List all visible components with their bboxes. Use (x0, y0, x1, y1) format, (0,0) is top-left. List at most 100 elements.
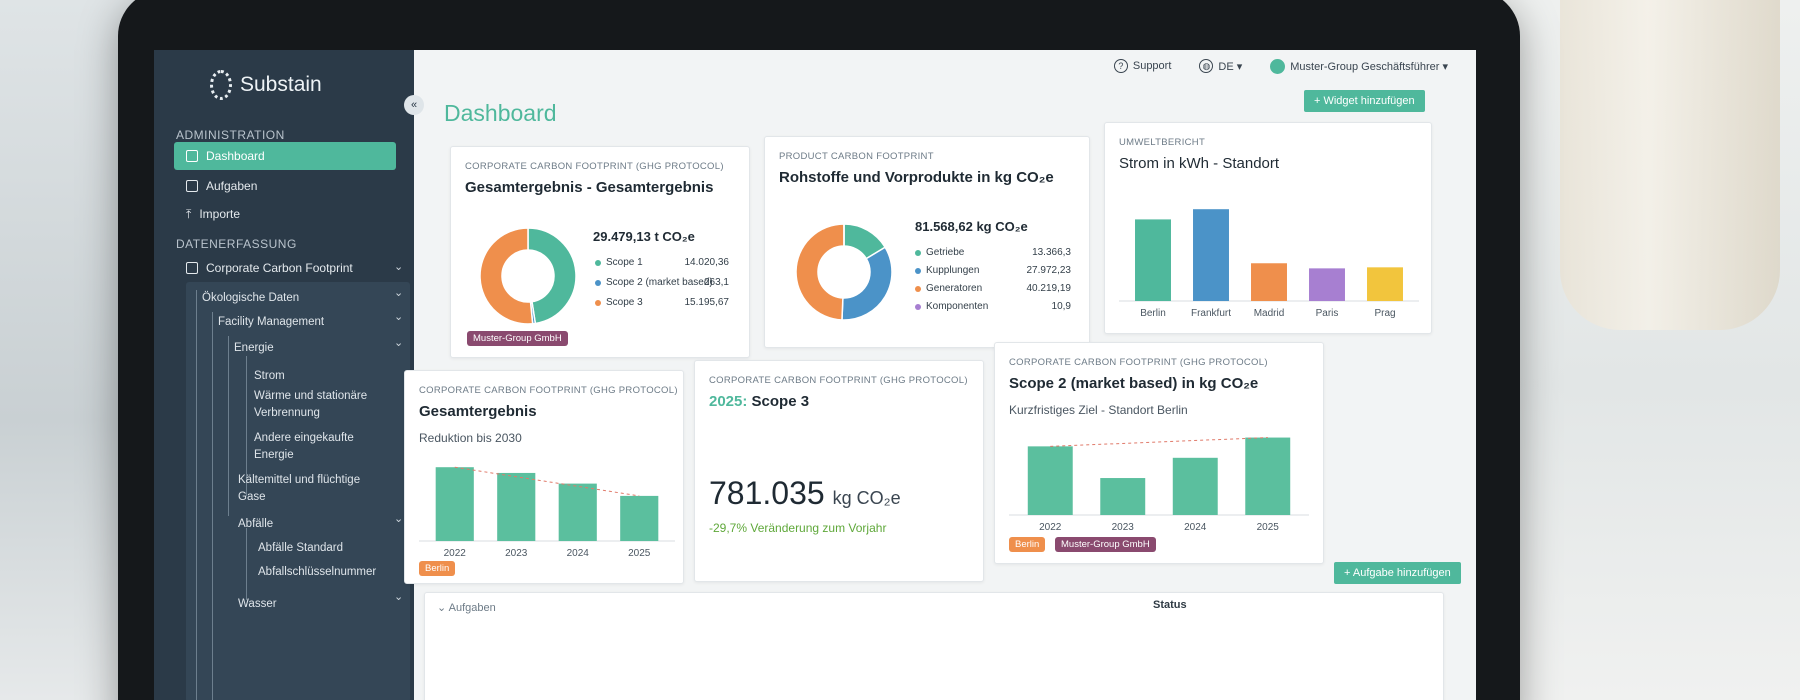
tree-item-energie[interactable]: Energie (234, 342, 274, 354)
bar-2024[interactable] (1172, 457, 1218, 515)
kpi-change: -29,7% Veränderung zum Vorjahr (709, 521, 887, 535)
bar-2024[interactable] (558, 483, 597, 541)
logo[interactable]: Substain (210, 70, 322, 100)
x-tick-label: Paris (1316, 308, 1339, 319)
legend-item: Getriebe (915, 247, 964, 258)
tree-item-abfaelle-standard[interactable]: Abfälle Standard (258, 542, 344, 554)
bar-madrid[interactable] (1251, 263, 1287, 301)
legend-dot (595, 279, 601, 286)
sidebar-item-label: Importe (199, 207, 240, 221)
tree-item-strom[interactable]: Strom (254, 370, 285, 382)
tree-item-abfallschluesselnummer[interactable]: Abfallschlüsselnummer (258, 566, 377, 578)
support-link[interactable]: ? Support (1113, 59, 1172, 73)
bar-2025[interactable] (620, 495, 659, 541)
chevron-down-icon[interactable]: ⌄ (394, 311, 404, 323)
card-kicker: CORPORATE CARBON FOOTPRINT (GHG PROTOCOL… (709, 375, 968, 386)
legend-dot (915, 267, 921, 274)
tree-item-andere-line2[interactable]: Energie (254, 449, 294, 461)
tree-item-andere-line1[interactable]: Andere eingekaufte (254, 432, 354, 444)
x-tick-label: 2022 (1039, 522, 1062, 533)
page-title: Dashboard (444, 100, 557, 126)
bar-paris[interactable] (1309, 268, 1345, 301)
chevron-down-icon[interactable]: ⌄ (394, 337, 404, 349)
background-vase (1560, 0, 1780, 330)
chevron-down-icon[interactable]: ⌄ (394, 513, 404, 525)
bar-frankfurt[interactable] (1193, 209, 1229, 301)
bar-2023[interactable] (1100, 478, 1146, 515)
legend-item: Scope 1 (595, 257, 643, 268)
tree-line (196, 290, 197, 700)
tasks-icon (186, 180, 198, 192)
location-badge: Berlin (419, 561, 456, 576)
card-ccf-reduktion[interactable]: CORPORATE CARBON FOOTPRINT (GHG PROTOCOL… (404, 370, 684, 584)
donut-slice-scope-3[interactable] (479, 227, 534, 325)
user-label: Muster-Group Geschäftsführer ▾ (1290, 60, 1448, 73)
database-icon (186, 262, 198, 274)
trend-line (1050, 437, 1268, 447)
chevron-down-icon[interactable]: ⌄ (394, 261, 404, 273)
sidebar-item-label: Corporate Carbon Footprint (206, 261, 353, 275)
support-label: Support (1132, 60, 1172, 72)
x-tick-label: Berlin (1140, 308, 1166, 319)
tree-item-kaeltemittel-line1[interactable]: Kältemittel und flüchtige (238, 474, 361, 486)
sidebar-item-dashboard[interactable]: Dashboard (174, 142, 396, 170)
language-selector[interactable]: ◍ DE ▾ (1199, 59, 1242, 73)
donut-slice-generatoren[interactable] (795, 223, 845, 321)
bar-prag[interactable] (1367, 267, 1403, 301)
status-badge: Muster-Group GmbH (467, 331, 568, 346)
legend-dot (915, 285, 921, 292)
legend-item: Generatoren (915, 283, 982, 294)
legend-dot (915, 249, 921, 256)
card-umweltbericht-strom[interactable]: UMWELTBERICHT Strom in kWh - Standort Be… (1104, 122, 1432, 334)
sidebar-item-importe[interactable]: ⤒ Importe (174, 200, 396, 228)
bar-2022[interactable] (435, 467, 474, 541)
card-subtitle: Kurzfristiges Ziel - Standort Berlin (1009, 403, 1188, 417)
bar-2023[interactable] (497, 472, 536, 541)
card-title: Gesamtergebnis (419, 403, 537, 420)
legend-value: 14.020,36 (684, 257, 730, 268)
globe-icon: ◍ (1199, 59, 1214, 73)
tree-item-abfaelle[interactable]: Abfälle (238, 518, 274, 530)
home-icon (186, 150, 198, 162)
card-scope2-berlin[interactable]: CORPORATE CARBON FOOTPRINT (GHG PROTOCOL… (994, 342, 1324, 564)
tree-item-waerme-line2[interactable]: Verbrennung (254, 407, 320, 419)
legend-label: Scope 1 (606, 257, 643, 268)
bar-berlin[interactable] (1135, 219, 1171, 301)
sidebar-item-aufgaben[interactable]: Aufgaben (174, 172, 396, 200)
card-title: Scope 2 (market based) in kg CO₂e (1009, 375, 1259, 392)
bar-2025[interactable] (1245, 437, 1291, 515)
tree-item-facility-management[interactable]: Facility Management (218, 316, 325, 328)
tasks-section-header[interactable]: ⌄ Aufgaben (437, 601, 496, 614)
user-menu[interactable]: Muster-Group Geschäftsführer ▾ (1270, 58, 1448, 74)
card-title: 2025: Scope 3 (709, 393, 809, 410)
tree-item-kaeltemittel-line2[interactable]: Gase (238, 491, 266, 503)
card-title: Rohstoffe und Vorprodukte in kg CO₂e (779, 169, 1054, 186)
legend-value: 13.366,3 (1032, 247, 1071, 258)
donut-slice-kupplungen[interactable] (841, 246, 893, 321)
sidebar-item-ccf[interactable]: Corporate Carbon Footprint (174, 254, 396, 282)
card-ccf-gesamtergebnis[interactable]: CORPORATE CARBON FOOTPRINT (GHG PROTOCOL… (450, 146, 750, 358)
avatar (1270, 58, 1286, 74)
tree-item-waerme-line1[interactable]: Wärme und stationäre (254, 390, 368, 402)
legend-label: Komponenten (926, 301, 989, 312)
tree-item-oekologische-daten[interactable]: Ökologische Daten (202, 292, 300, 304)
card-scope3-kpi[interactable]: CORPORATE CARBON FOOTPRINT (GHG PROTOCOL… (694, 360, 984, 582)
upload-icon: ⤒ (186, 206, 192, 221)
chevron-down-icon[interactable]: ⌄ (394, 591, 404, 603)
tasks-section-label: Aufgaben (448, 602, 496, 614)
tree-item-wasser[interactable]: Wasser (238, 598, 277, 610)
legend-label: Scope 3 (606, 297, 643, 308)
add-widget-button[interactable]: + Widget hinzufügen (1304, 90, 1425, 112)
card-product-carbon-footprint[interactable]: PRODUCT CARBON FOOTPRINT Rohstoffe und V… (764, 136, 1090, 348)
donut-slice-scope-1[interactable] (527, 227, 577, 325)
chevron-down-icon[interactable]: ⌄ (394, 287, 404, 299)
location-badge: Berlin (1009, 537, 1046, 552)
bar-2022[interactable] (1027, 446, 1073, 515)
kpi-unit: kg CO₂e (832, 488, 901, 508)
legend-value: 10,9 (1051, 301, 1071, 312)
card-kicker: UMWELTBERICHT (1119, 137, 1206, 148)
add-task-button[interactable]: + Aufgabe hinzufügen (1334, 562, 1461, 584)
legend-value: 15.195,67 (684, 297, 730, 308)
card-kicker: CORPORATE CARBON FOOTPRINT (GHG PROTOCOL… (465, 161, 724, 172)
sidebar-collapse-button[interactable]: « (404, 95, 424, 115)
